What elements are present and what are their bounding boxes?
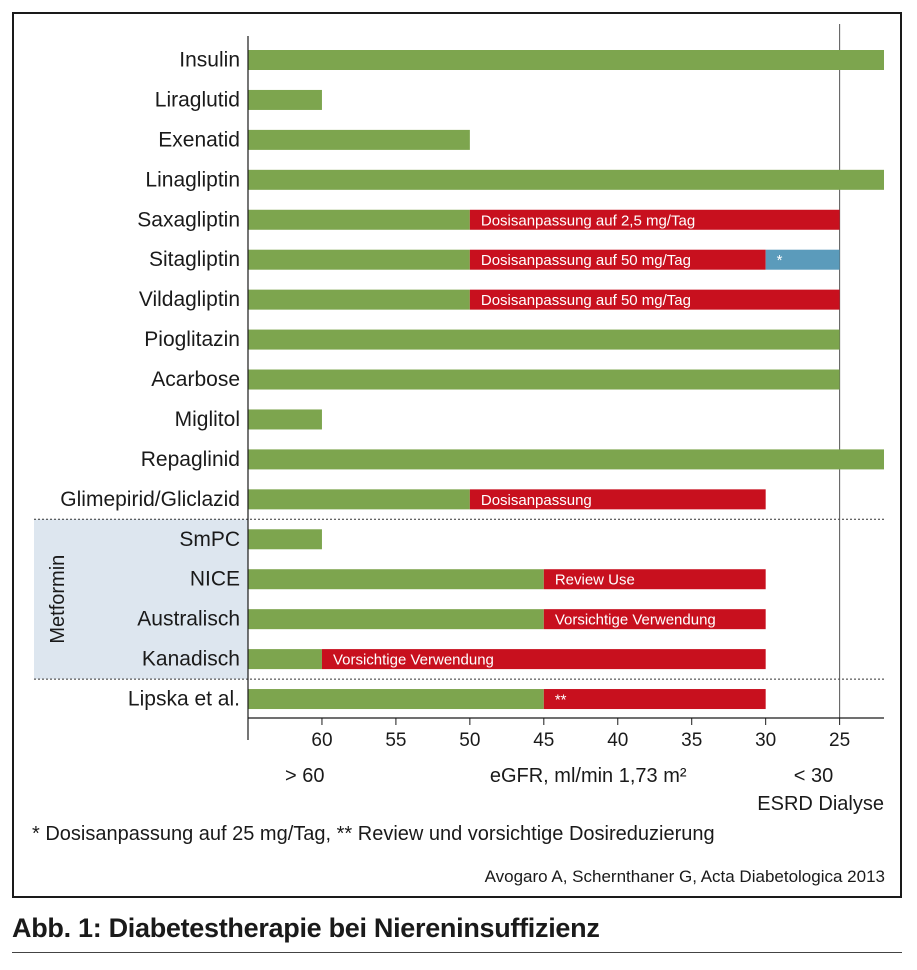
row-label: Vildagliptin (139, 288, 240, 311)
bar-segment-ok (248, 689, 544, 710)
bar-segment-ok (248, 489, 470, 510)
row-label: Linagliptin (145, 168, 240, 191)
bar-segment-label: ** (555, 692, 567, 709)
bar-segment-adjust (469, 209, 840, 230)
x-tick-label: 25 (829, 730, 850, 751)
row-label: Acarbose (151, 368, 240, 391)
bar-segment-ok (248, 409, 322, 430)
bar-segment-adjust (469, 249, 766, 270)
bar-segment-ok (248, 89, 322, 110)
bar-segment-label: Dosisanpassung auf 2,5 mg/Tag (481, 212, 695, 229)
footnote: * Dosisanpassung auf 25 mg/Tag, ** Revie… (32, 823, 715, 845)
figure-title: Abb. 1: Diabetestherapie bei Niereninsuf… (12, 913, 600, 943)
row-label: Repaglinid (141, 448, 240, 471)
row-label: Australisch (137, 608, 240, 631)
axis-note-left: > 60 (285, 765, 324, 787)
x-tick-label: 30 (755, 730, 776, 751)
bar-segment-label: Review Use (555, 572, 635, 589)
bar-segment-adjust (543, 569, 766, 590)
eGFR-range-chart: Metformin Insulin Liraglutid Exenatid Linagl… (34, 24, 884, 815)
bar-segment-ok (248, 329, 840, 350)
row-label: SmPC (179, 528, 240, 551)
x-tick-label: 50 (459, 730, 480, 751)
bar-segment-adjust (469, 289, 840, 310)
bar-segment-adjust (543, 689, 766, 710)
bar-segment-label: Dosisanpassung auf 50 mg/Tag (481, 252, 691, 269)
bar-segment-ok (248, 569, 544, 590)
x-tick-label: 40 (607, 730, 628, 751)
bar-segment-label: Vorsichtige Verwendung (555, 612, 716, 629)
x-tick-label: 45 (533, 730, 554, 751)
row-label: Lipska et al. (128, 688, 240, 711)
bar-segment-footnote (765, 249, 840, 270)
bar-segment-label: * (777, 252, 783, 269)
x-axis-label: eGFR, ml/min 1,73 m² (490, 765, 687, 787)
bar-segment-ok (248, 649, 322, 670)
row-label: Saxagliptin (137, 208, 240, 231)
bar-segment-ok (248, 449, 884, 470)
bar-segment-ok (248, 209, 470, 230)
bar-segment-ok (248, 129, 470, 150)
bar-segment-ok (248, 609, 544, 630)
bar-segment-label: Dosisanpassung (481, 492, 592, 509)
row-label: Sitagliptin (149, 248, 240, 271)
row-label: Exenatid (158, 128, 240, 151)
group-label-metformin: Metformin (47, 555, 69, 644)
bar-segment-label: Vorsichtige Verwendung (333, 652, 494, 669)
x-tick-label: 60 (311, 730, 332, 751)
bar-segment-label: Dosisanpassung auf 50 mg/Tag (481, 292, 691, 309)
title-underline (12, 952, 902, 953)
bar-segment-adjust (321, 649, 766, 670)
source-citation: Avogaro A, Schernthaner G, Acta Diabetol… (484, 867, 885, 886)
x-tick-label: 55 (385, 730, 406, 751)
bar-segment-adjust (543, 609, 766, 630)
row-label: NICE (190, 568, 240, 591)
axis-note-end: ESRD Dialyse (757, 793, 884, 815)
bar-segment-ok (248, 529, 322, 550)
axis-note-right: < 30 (794, 765, 833, 787)
row-label: Glimepirid/Gliclazid (60, 488, 240, 511)
row-label: Kanadisch (142, 648, 240, 671)
bar-segment-ok (248, 50, 884, 70)
bar-segment-ok (248, 289, 470, 310)
row-label: Insulin (179, 49, 240, 72)
row-label: Miglitol (175, 408, 240, 431)
row-label: Pioglitazin (144, 328, 240, 351)
bar-segment-adjust (469, 489, 766, 510)
bar-segment-ok (248, 369, 840, 390)
x-tick-label: 35 (681, 730, 702, 751)
metformin-group-background (34, 519, 248, 680)
row-label: Liraglutid (155, 88, 240, 111)
bar-segment-ok (248, 249, 470, 270)
bar-segment-ok (248, 169, 884, 190)
